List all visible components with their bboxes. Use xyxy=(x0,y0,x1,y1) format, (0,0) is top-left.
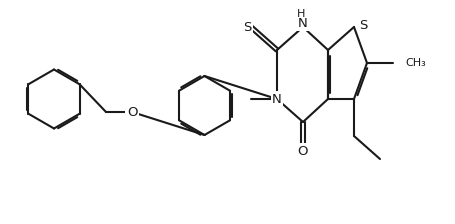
Text: H: H xyxy=(296,9,304,19)
Text: O: O xyxy=(297,144,308,157)
Text: N: N xyxy=(298,17,307,30)
Text: CH₃: CH₃ xyxy=(404,58,425,68)
Text: S: S xyxy=(358,19,367,32)
Text: N: N xyxy=(272,93,281,106)
Text: O: O xyxy=(126,106,137,118)
Text: S: S xyxy=(242,21,251,34)
